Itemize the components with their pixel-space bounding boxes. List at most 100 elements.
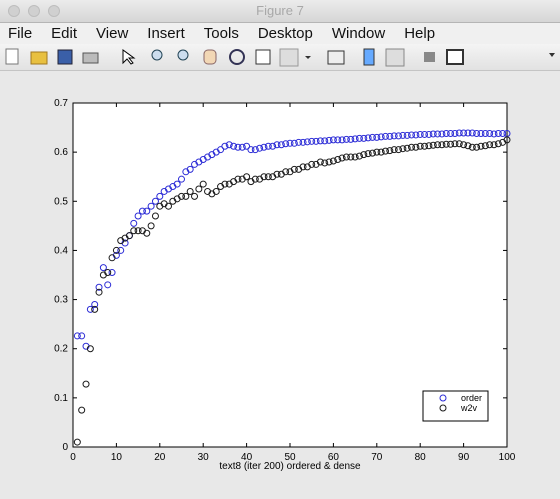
marker bbox=[277, 141, 285, 149]
x-tick-label: 90 bbox=[458, 452, 470, 463]
marker bbox=[412, 131, 420, 139]
colorbar-icon[interactable] bbox=[363, 48, 375, 66]
marker bbox=[130, 219, 138, 227]
marker bbox=[494, 140, 502, 148]
x-tick-label: 70 bbox=[371, 452, 383, 463]
y-tick-label: 0.5 bbox=[54, 196, 68, 207]
x-tick-label: 100 bbox=[499, 452, 516, 463]
print-icon[interactable] bbox=[82, 52, 99, 64]
marker bbox=[238, 143, 246, 151]
marker bbox=[130, 227, 138, 235]
marker bbox=[416, 130, 424, 138]
x-tick-label: 30 bbox=[198, 452, 210, 463]
pan-icon[interactable] bbox=[203, 49, 217, 65]
marker bbox=[147, 202, 155, 210]
legend-label: w2v bbox=[460, 403, 478, 413]
zoom-in-icon[interactable] bbox=[151, 49, 163, 61]
marker bbox=[134, 227, 142, 235]
marker bbox=[425, 142, 433, 150]
dock-arrow[interactable] bbox=[549, 53, 555, 57]
brush-icon[interactable] bbox=[279, 48, 299, 67]
marker bbox=[178, 175, 185, 183]
marker bbox=[312, 137, 320, 145]
close-button[interactable] bbox=[8, 5, 20, 17]
open-icon[interactable] bbox=[30, 51, 48, 65]
menu-item[interactable]: File bbox=[8, 25, 33, 42]
marker bbox=[347, 153, 355, 161]
marker bbox=[273, 141, 281, 149]
marker bbox=[251, 175, 259, 183]
menu-item[interactable]: Window bbox=[331, 25, 386, 42]
marker bbox=[316, 158, 324, 166]
marker bbox=[321, 137, 329, 145]
marker bbox=[290, 165, 298, 173]
y-tick-label: 0 bbox=[62, 442, 68, 453]
marker bbox=[464, 142, 472, 150]
brush-menu[interactable] bbox=[305, 56, 311, 59]
marker bbox=[386, 147, 394, 155]
y-tick-label: 0.3 bbox=[54, 295, 68, 306]
marker bbox=[264, 142, 272, 150]
marker bbox=[234, 143, 242, 151]
minimize-button[interactable] bbox=[28, 5, 40, 17]
hide-tools-icon[interactable] bbox=[424, 52, 435, 62]
marker bbox=[342, 153, 350, 161]
chart: 0 10 20 30 40 50 60 70 80 90 100 0 0.1 0.2 0.3 0.4 0.5 0.… bbox=[54, 98, 516, 472]
marker bbox=[286, 139, 294, 147]
marker bbox=[269, 142, 277, 150]
marker bbox=[351, 153, 359, 161]
marker bbox=[164, 202, 172, 210]
marker bbox=[334, 136, 342, 144]
marker bbox=[299, 163, 307, 171]
show-tools-icon[interactable] bbox=[446, 49, 464, 65]
zoom-button[interactable] bbox=[48, 5, 60, 17]
marker bbox=[325, 158, 333, 166]
menu-item[interactable]: Insert bbox=[147, 25, 185, 42]
pointer-icon[interactable] bbox=[122, 49, 136, 65]
marker bbox=[108, 269, 116, 277]
marker bbox=[360, 134, 368, 142]
marker bbox=[477, 142, 485, 150]
marker bbox=[355, 134, 363, 142]
marker bbox=[299, 138, 307, 146]
x-tick-label: 10 bbox=[111, 452, 123, 463]
menu-item[interactable]: Desktop bbox=[257, 25, 313, 42]
legend-icon[interactable] bbox=[385, 48, 405, 67]
marker bbox=[86, 345, 94, 353]
menu-item[interactable]: View bbox=[96, 25, 129, 42]
marker bbox=[386, 132, 394, 140]
marker bbox=[138, 207, 146, 215]
marker bbox=[499, 129, 507, 137]
link-icon[interactable] bbox=[327, 50, 345, 65]
menu-bar: File Edit View Insert Tools Desktop Window Help bbox=[0, 23, 560, 44]
x-tick-label: 40 bbox=[241, 452, 253, 463]
menu-item[interactable]: Edit bbox=[51, 25, 78, 42]
marker bbox=[329, 136, 337, 144]
new-icon[interactable] bbox=[5, 48, 19, 65]
marker bbox=[421, 142, 429, 150]
marker bbox=[481, 129, 489, 137]
marker bbox=[308, 160, 316, 168]
save-icon[interactable] bbox=[57, 49, 73, 65]
marker bbox=[464, 129, 472, 137]
menu-item[interactable]: Tools bbox=[203, 25, 239, 42]
menu-item[interactable]: Help bbox=[404, 25, 436, 42]
marker bbox=[308, 137, 316, 145]
x-axis-label: text8 (iter 200) ordered & dense bbox=[219, 461, 361, 472]
marker bbox=[460, 129, 468, 137]
marker bbox=[360, 151, 368, 159]
x-tick-label: 60 bbox=[328, 452, 340, 463]
marker bbox=[425, 130, 433, 138]
marker bbox=[73, 332, 81, 340]
zoom-out-icon[interactable] bbox=[177, 49, 189, 61]
marker bbox=[473, 143, 481, 151]
rotate-icon[interactable] bbox=[229, 49, 245, 65]
datacursor-icon[interactable] bbox=[255, 49, 271, 65]
toolbar-icons bbox=[5, 48, 555, 67]
marker bbox=[429, 141, 437, 149]
marker bbox=[104, 281, 112, 289]
marker bbox=[368, 133, 376, 141]
marker bbox=[108, 254, 116, 262]
marker bbox=[351, 135, 359, 143]
legend-label: order bbox=[461, 393, 482, 403]
